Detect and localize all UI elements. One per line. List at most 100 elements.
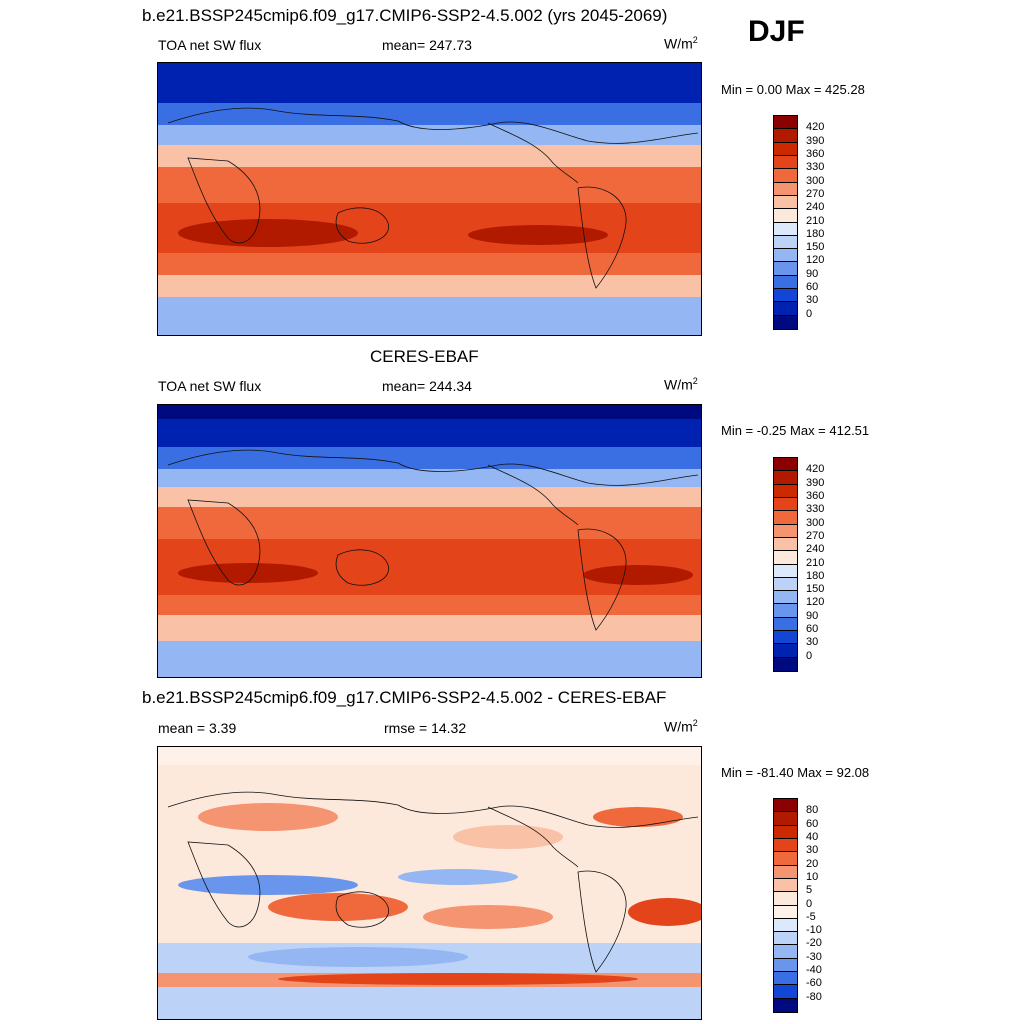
colorbar-level-label: 180 bbox=[806, 569, 825, 582]
observed-flux-map bbox=[158, 405, 701, 677]
season-label: DJF bbox=[748, 15, 805, 48]
colorbar-level-label: 10 bbox=[806, 870, 819, 883]
colorbar-level-label: 330 bbox=[806, 503, 825, 516]
colorbar-level-label: -5 bbox=[806, 910, 816, 923]
panel2-units: W/m2 bbox=[664, 376, 698, 393]
colorbar-swatch bbox=[774, 116, 797, 130]
colorbar-swatch bbox=[774, 262, 797, 276]
colorbar-level-label: 90 bbox=[806, 609, 819, 622]
colorbar-swatch bbox=[774, 945, 797, 959]
panel2-heading: CERES-EBAF bbox=[370, 347, 479, 366]
colorbar-swatch bbox=[774, 155, 797, 170]
colorbar-level-label: 210 bbox=[806, 556, 825, 569]
panel2-map bbox=[157, 404, 702, 678]
colorbar-level-label: 0 bbox=[806, 897, 813, 910]
colorbar-level-label: 5 bbox=[806, 884, 813, 897]
colorbar-swatch bbox=[774, 182, 797, 196]
colorbar-swatch bbox=[774, 249, 797, 263]
colorbar-swatch bbox=[774, 458, 797, 472]
colorbar-swatch bbox=[774, 302, 797, 316]
panel3-heading: b.e21.BSSP245cmip6.f09_g17.CMIP6-SSP2-4.… bbox=[142, 688, 667, 707]
colorbar-level-label: 390 bbox=[806, 476, 825, 489]
colorbar-swatch bbox=[774, 865, 797, 879]
colorbar-swatch bbox=[774, 838, 797, 853]
colorbar-swatch bbox=[774, 275, 797, 290]
colorbar-swatch bbox=[774, 564, 797, 578]
colorbar-level-label: 150 bbox=[806, 583, 825, 596]
colorbar-level-label: 210 bbox=[806, 214, 825, 227]
colorbar-swatch bbox=[774, 289, 797, 303]
colorbar-level-label: 300 bbox=[806, 174, 825, 187]
colorbar-level-label: 30 bbox=[806, 844, 819, 857]
colorbar-swatch bbox=[774, 972, 797, 986]
colorbar-level-label: 40 bbox=[806, 830, 819, 843]
colorbar-level-label: 120 bbox=[806, 596, 825, 609]
colorbar-swatch bbox=[774, 222, 797, 236]
colorbar-swatch bbox=[774, 799, 797, 813]
colorbar-level-label: -30 bbox=[806, 950, 822, 963]
panel1-colorbar-labels: 420 390 360 330 300 270 240 210 180 150 120 90 60 30 0 bbox=[806, 115, 846, 328]
colorbar-swatch bbox=[774, 644, 797, 658]
colorbar-swatch bbox=[774, 892, 797, 906]
colorbar-level-label: 300 bbox=[806, 516, 825, 529]
panel2-mean: mean= 244.34 bbox=[382, 378, 472, 394]
colorbar-swatch bbox=[774, 617, 797, 632]
colorbar-level-label: 150 bbox=[806, 241, 825, 254]
colorbar-swatch bbox=[774, 812, 797, 826]
panel1-variable: TOA net SW flux bbox=[158, 37, 262, 53]
colorbar-level-label: 180 bbox=[806, 227, 825, 240]
colorbar-swatch bbox=[774, 878, 797, 893]
panel1-units: W/m2 bbox=[664, 35, 698, 52]
colorbar-level-label: 60 bbox=[806, 817, 819, 830]
colorbar-swatch bbox=[774, 918, 797, 933]
panel3-minmax: Min = -81.40 Max = 92.08 bbox=[721, 765, 870, 780]
colorbar-swatch bbox=[774, 551, 797, 565]
colorbar-swatch bbox=[774, 315, 797, 329]
colorbar-level-label: -80 bbox=[806, 990, 822, 1003]
colorbar-swatch bbox=[774, 209, 797, 223]
panel1-minmax: Min = 0.00 Max = 425.28 bbox=[721, 82, 865, 97]
colorbar-level-label: 80 bbox=[806, 804, 819, 817]
colorbar-level-label: -20 bbox=[806, 937, 822, 950]
run-title: b.e21.BSSP245cmip6.f09_g17.CMIP6-SSP2-4.… bbox=[142, 6, 668, 25]
colorbar-swatch bbox=[774, 932, 797, 946]
colorbar-swatch bbox=[774, 524, 797, 538]
panel1-map bbox=[157, 62, 702, 336]
colorbar-swatch bbox=[774, 537, 797, 552]
colorbar-swatch bbox=[774, 958, 797, 973]
colorbar-swatch bbox=[774, 497, 797, 512]
colorbar-level-label: 0 bbox=[806, 307, 813, 320]
panel3-units: W/m2 bbox=[664, 718, 698, 735]
colorbar-swatch bbox=[774, 657, 797, 671]
colorbar-level-label: 120 bbox=[806, 254, 825, 267]
colorbar-level-label: 30 bbox=[806, 636, 819, 649]
colorbar-swatch bbox=[774, 852, 797, 866]
colorbar-level-label: 360 bbox=[806, 147, 825, 160]
colorbar-swatch bbox=[774, 905, 797, 919]
colorbar-swatch bbox=[774, 169, 797, 183]
colorbar-level-label: 240 bbox=[806, 201, 825, 214]
colorbar-level-label: 240 bbox=[806, 543, 825, 556]
panel3-map bbox=[157, 746, 702, 1020]
colorbar-level-label: -40 bbox=[806, 964, 822, 977]
colorbar-level-label: 390 bbox=[806, 134, 825, 147]
panel1-mean: mean= 247.73 bbox=[382, 37, 472, 53]
colorbar-swatch bbox=[774, 235, 797, 250]
panel1-colorbar bbox=[773, 115, 798, 330]
colorbar-level-label: 270 bbox=[806, 187, 825, 200]
colorbar-level-label: -60 bbox=[806, 977, 822, 990]
colorbar-level-label: 360 bbox=[806, 489, 825, 502]
panel3-colorbar bbox=[773, 798, 798, 1013]
colorbar-level-label: 60 bbox=[806, 623, 819, 636]
colorbar-swatch bbox=[774, 591, 797, 605]
colorbar-level-label: -10 bbox=[806, 924, 822, 937]
panel2-colorbar-labels: 420 390 360 330 300 270 240 210 180 150 120 90 60 30 0 bbox=[806, 457, 846, 670]
colorbar-level-label: 60 bbox=[806, 281, 819, 294]
panel2-colorbar bbox=[773, 457, 798, 672]
panel3-rmse: rmse = 14.32 bbox=[384, 720, 467, 736]
colorbar-swatch bbox=[774, 142, 797, 156]
colorbar-level-label: 420 bbox=[806, 463, 825, 476]
colorbar-swatch bbox=[774, 195, 797, 210]
colorbar-level-label: 270 bbox=[806, 529, 825, 542]
colorbar-swatch bbox=[774, 129, 797, 143]
